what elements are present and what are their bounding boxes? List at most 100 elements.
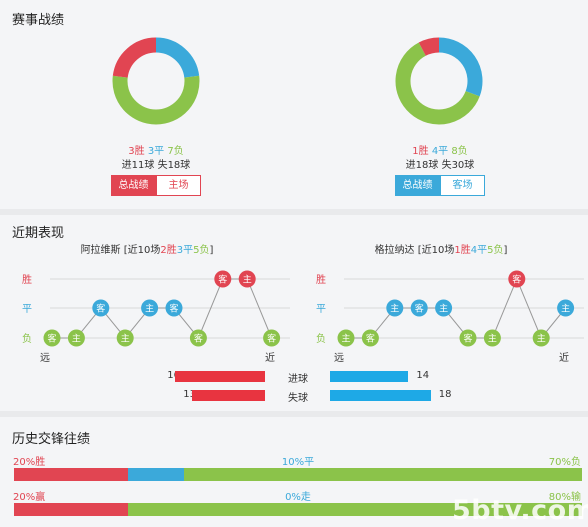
left-form-point [67,329,85,347]
right-form-point-label: 主 [341,333,350,345]
right-goals-for-bar [330,371,409,382]
h2h-panel: 历史交锋往绩 20%胜 10%平 70%负 20%赢 0%走 80%输 5btv… [0,417,588,527]
section-title-form: 近期表现 [12,226,65,241]
h2h-win-pct: 20%胜 [13,457,46,468]
right-form-point [337,329,355,347]
h2h-handicap-segment [127,503,582,516]
section-title-record: 赛事战绩 [12,13,65,28]
right-form-point [435,299,453,317]
right-form-point [532,329,550,347]
left-form-chart: 胜平负客主客主主 客客客 主客远近 [22,270,290,364]
right-losses: 8负 [451,146,468,157]
left-form-point-label: 客 [218,274,227,286]
left-goals-for-bar [175,371,265,382]
right-form-wins: 1胜 [454,245,471,256]
right-form-point-label: 主 [390,303,399,315]
right-form-point [557,299,575,317]
watermark-logo: 5btv.com [452,495,588,526]
right-form-point [508,270,526,288]
left-losses: 7负 [167,146,184,157]
right-form-point-label: 客 [366,333,375,345]
left-total-record-tab[interactable]: 总战绩 [111,175,156,196]
right-form-near-label: 近 [559,351,569,364]
left-donut-slice-win [112,37,157,79]
right-form-losses: 5负 [487,245,504,256]
right-form-point [459,329,477,347]
left-form-point [238,270,256,288]
right-form-axis-label: 平 [316,304,326,315]
right-goals-against-bar [330,390,431,401]
section-divider [0,209,588,215]
left-form-point [43,329,61,347]
right-record-donut [395,37,483,125]
right-draws: 4平 [431,146,449,157]
h2h-result-segment [127,468,185,481]
left-donut-slice-draw [155,37,200,79]
right-wins: 1胜 [412,146,429,157]
h2h-result-segment [184,468,582,481]
goals-for-label: 进球 [288,374,308,385]
left-form-point-label: 客 [169,303,178,315]
right-donut-slice-loss [395,42,480,125]
right-total-record-tab[interactable]: 总战绩 [395,175,440,196]
left-form-post: ] [209,245,214,256]
left-form-point [263,329,281,347]
left-form-point [165,299,183,317]
right-away-record-tab[interactable]: 客场 [440,175,485,196]
section-divider-2 [0,411,588,417]
right-form-axis-label: 胜 [316,274,326,286]
left-donut-slice-loss [112,75,200,125]
right-goals-summary: 进18球 失30球 [405,160,475,171]
left-form-point-label: 客 [96,303,105,315]
right-record-summary: 1胜 4平 8负 [284,142,588,157]
left-form-losses: 5负 [193,245,210,256]
left-form-point-label: 客 [267,333,276,345]
right-form-point [386,299,404,317]
h2h-draw-pct: 10%平 [281,457,315,468]
left-form-axis-label: 平 [22,304,32,315]
left-form-pre: [近10场 [123,245,161,256]
left-form-point-label: 客 [47,333,56,345]
right-form-draws: 4平 [470,245,488,256]
left-draws: 3平 [147,146,165,157]
left-form-point [189,329,207,347]
left-form-point [214,270,232,288]
section-title-h2h: 历史交锋往绩 [12,432,91,447]
right-form-point-label: 主 [537,333,546,345]
form-panel: 近期表现 阿拉维斯 [近10场2胜3平5负] 格拉纳达 [近10场1胜4平5负]… [0,215,588,411]
right-form-axis-label: 负 [316,332,326,345]
left-form-point [92,299,110,317]
right-form-point [410,299,428,317]
left-form-wins: 2胜 [160,245,177,256]
left-team-name: 阿拉维斯 [80,245,121,256]
goals-against-label: 失球 [288,393,308,404]
left-form-header: 阿拉维斯 [近10场2胜3平5负] [0,241,294,256]
left-form-far-label: 远 [40,352,50,364]
left-form-line [52,278,273,339]
left-home-record-tab[interactable]: 主场 [156,175,201,196]
right-form-point-label: 客 [415,303,424,315]
h2h-handicap-loss-pct: 80%输 [548,492,581,503]
left-form-point-label: 客 [194,333,203,345]
left-goals-summary: 进11球 失18球 [121,160,191,171]
record-panel: 赛事战绩 3胜 3平 7负 进11球 失18球 总战绩 主场 1胜 4平 8负 … [0,0,588,209]
left-goals-against-bar [192,390,265,401]
right-donut-slice-win [418,37,440,56]
left-goals-for-value: 16 [167,370,180,381]
right-donut-slice-draw [438,37,483,97]
left-record-donut [112,37,200,125]
right-goals-for-value: 14 [416,370,430,381]
right-team-name: 格拉纳达 [374,245,415,256]
right-form-pre: [近10场 [417,245,455,256]
right-form-point-label: 主 [561,303,570,315]
left-form-point-label: 主 [72,333,81,345]
left-form-point [141,299,159,317]
h2h-result-segment [14,468,128,481]
left-record-summary: 3胜 3平 7负 [0,142,312,157]
right-form-point-label: 客 [463,333,472,345]
left-form-axis-label: 负 [22,332,32,345]
h2h-loss-pct: 70%负 [548,457,581,468]
h2h-handicap-push-pct: 0%走 [285,492,311,503]
right-goals-against-value: 18 [438,389,452,400]
h2h-handicap-segment [14,503,128,516]
